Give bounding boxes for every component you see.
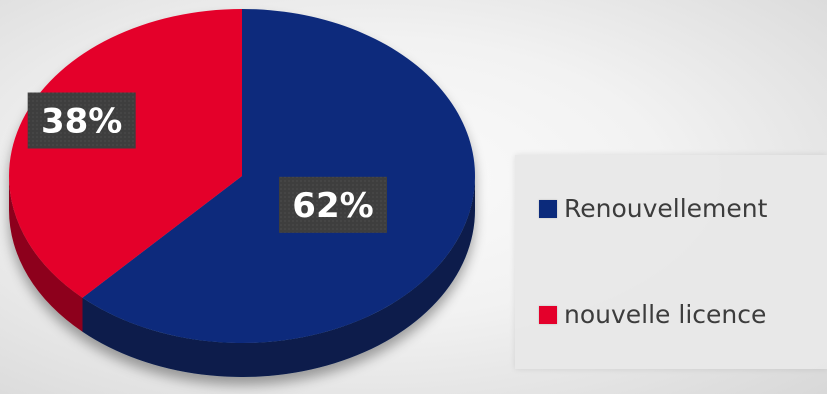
data-label-text-0: 62% bbox=[292, 186, 373, 226]
pie-slice-0 bbox=[82, 9, 476, 343]
data-label-1: 38% bbox=[27, 92, 136, 149]
legend-label-renouvellement: Renouvellement bbox=[564, 194, 768, 223]
pie-body bbox=[9, 9, 476, 378]
data-label-box-1 bbox=[27, 92, 136, 149]
data-label-layer: 62% 38% bbox=[27, 92, 387, 233]
legend-label-nouvelle-licence: nouvelle licence bbox=[564, 300, 767, 329]
legend-swatch-renouvellement bbox=[539, 200, 557, 218]
data-label-box-0 bbox=[278, 176, 387, 233]
pie-layer bbox=[9, 9, 476, 378]
legend-item-nouvelle-licence: nouvelle licence bbox=[539, 299, 766, 331]
pie-side-0 bbox=[82, 176, 476, 378]
data-label-text-1: 38% bbox=[41, 102, 122, 142]
pie-side-1 bbox=[9, 176, 83, 332]
legend-item-renouvellement: Renouvellement bbox=[539, 193, 767, 225]
pie-slice-1 bbox=[9, 9, 242, 298]
legend: Renouvellement nouvelle licence bbox=[515, 155, 827, 369]
data-label-0: 62% bbox=[278, 176, 387, 233]
legend-swatch-nouvelle-licence bbox=[539, 306, 557, 324]
